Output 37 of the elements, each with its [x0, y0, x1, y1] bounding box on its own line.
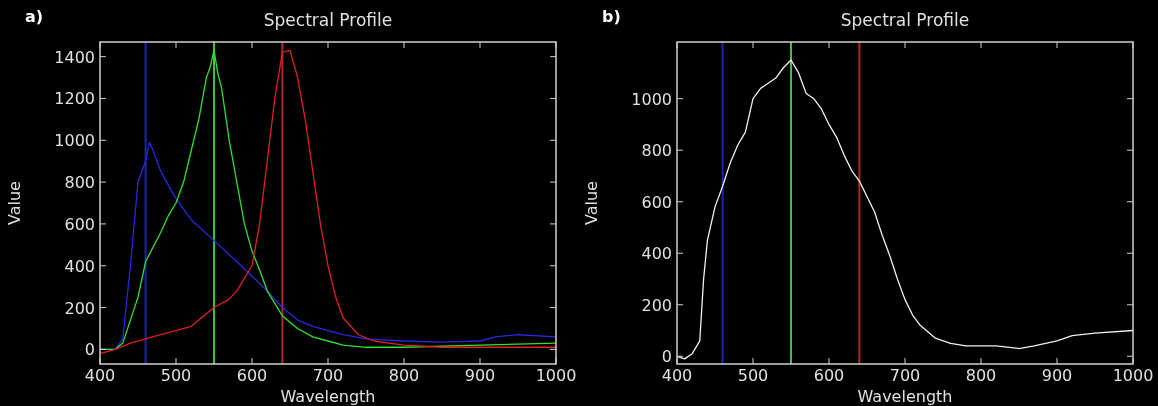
- y-tick-label: 1000: [631, 89, 672, 109]
- x-tick-label: 400: [84, 366, 116, 385]
- x-tick-label: 600: [236, 366, 268, 385]
- y-tick-label: 600: [641, 192, 672, 212]
- text: b): [602, 7, 621, 26]
- x-tick-label: 500: [737, 366, 769, 385]
- text: a): [25, 7, 44, 26]
- line-series: [676, 59, 1134, 360]
- y-tick-label: 400: [64, 256, 95, 276]
- x-tick-label: 500: [160, 366, 192, 385]
- x-tick-label: 600: [813, 366, 845, 385]
- y-tick-label: 800: [641, 141, 672, 161]
- x-tick-label: 700: [312, 366, 344, 385]
- y-tick-label: 1400: [54, 47, 95, 67]
- chart-title: Spectral Profile: [263, 10, 393, 30]
- x-tick-label: 1000: [1112, 366, 1154, 385]
- x-axis-title: Wavelength: [857, 387, 953, 406]
- x-tick-label: 700: [889, 366, 921, 385]
- x-tick-label: 800: [965, 366, 997, 385]
- x-tick-label: 900: [1041, 366, 1073, 385]
- x-axis-title: Wavelength: [280, 387, 376, 406]
- y-tick-label: 1000: [54, 131, 95, 151]
- y-axis-title: Value: [582, 181, 601, 225]
- y-tick-label: 0: [661, 347, 672, 367]
- y-tick-label: 200: [641, 295, 672, 315]
- y-tick-label: 800: [64, 173, 95, 193]
- y-tick-label: 200: [64, 298, 95, 318]
- y-tick-label: 400: [641, 244, 672, 264]
- x-tick-label: 1000: [535, 366, 577, 385]
- x-tick-label: 900: [464, 366, 496, 385]
- y-tick-label: 1200: [54, 89, 95, 109]
- y-tick-label: 600: [64, 214, 95, 234]
- chart-title: Spectral Profile: [840, 10, 970, 30]
- x-tick-label: 800: [388, 366, 420, 385]
- y-tick-label: 0: [84, 340, 95, 360]
- x-tick-label: 400: [661, 366, 693, 385]
- y-axis-title: Value: [5, 181, 24, 225]
